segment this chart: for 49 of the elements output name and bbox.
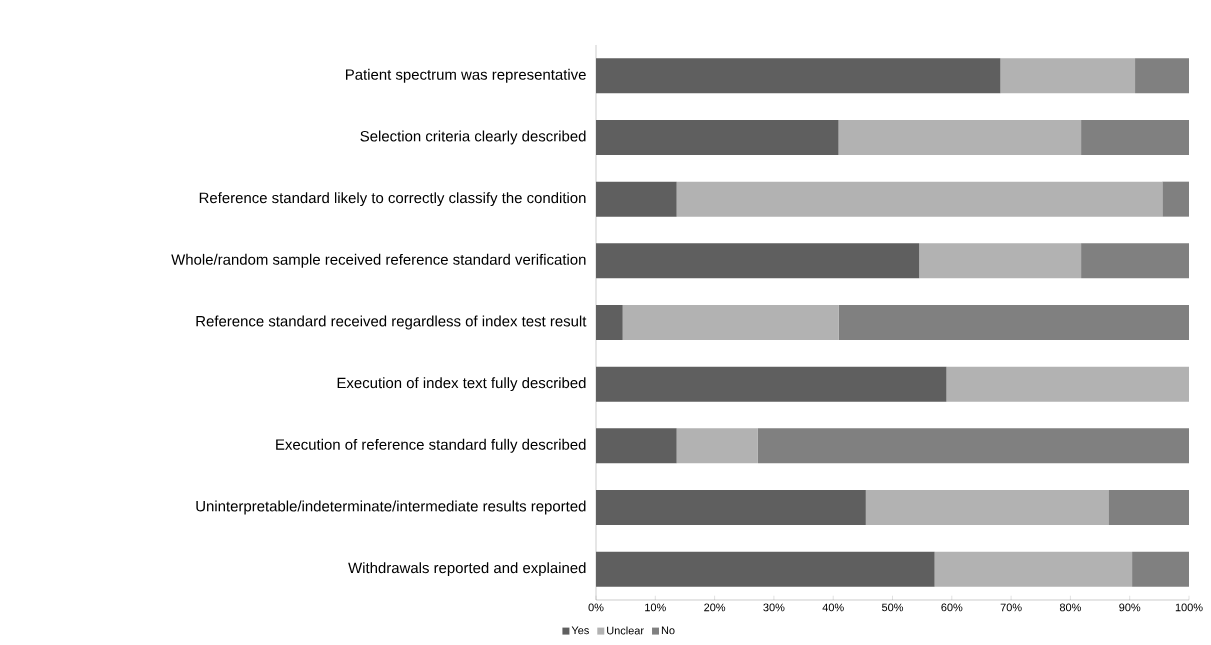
y-tick-label: Reference standard likely to correctly classify the condition <box>199 192 586 207</box>
bar <box>1135 58 1190 94</box>
bar <box>596 58 1001 94</box>
bar <box>596 366 947 402</box>
bar <box>622 304 839 340</box>
y-tick-label: Execution of reference standard fully described <box>276 438 586 453</box>
legend-label: No <box>661 626 675 635</box>
bar <box>1081 120 1190 155</box>
x-tick-label: 30% <box>763 603 785 612</box>
bar <box>757 428 1190 464</box>
bar <box>1000 58 1136 94</box>
bar <box>596 120 839 155</box>
legend-label: Unclear <box>607 626 644 635</box>
y-tick-label: Withdrawals reported and explained <box>348 562 586 577</box>
y-tick-label: Whole/random sample received reference standard verification <box>171 253 586 268</box>
bar <box>596 428 677 464</box>
bar <box>946 366 1190 402</box>
bar <box>676 428 758 464</box>
x-tick-label: 50% <box>881 603 904 612</box>
x-tick-label: 0% <box>588 603 604 612</box>
bar <box>596 551 935 587</box>
y-tick-label: Patient spectrum was representative <box>346 68 586 83</box>
y-tick-label: Reference standard received regardless of index test result <box>196 315 587 330</box>
x-tick-label: 60% <box>941 603 963 612</box>
bar <box>676 181 1163 217</box>
bar <box>596 489 866 525</box>
x-tick-label: 40% <box>822 603 844 612</box>
legend-label: Yes <box>571 626 589 635</box>
bar <box>1081 243 1190 279</box>
x-tick-label: 100% <box>1175 603 1203 612</box>
bar <box>919 243 1082 279</box>
bar <box>596 304 623 340</box>
y-tick-label: Selection criteria clearly described <box>360 130 586 145</box>
bar <box>838 120 1082 155</box>
y-tick-label: Execution of index text fully described <box>337 377 586 392</box>
x-tick-label: 80% <box>1059 603 1081 612</box>
bar <box>1132 551 1190 587</box>
x-tick-label: 20% <box>704 603 726 612</box>
bar <box>865 489 1109 525</box>
bar <box>1162 181 1190 217</box>
x-tick-label: 70% <box>1000 603 1022 612</box>
bar <box>596 181 677 217</box>
y-tick-label: Uninterpretable/indeterminate/intermediate results reported <box>196 500 586 515</box>
bar <box>596 243 920 279</box>
bar <box>934 551 1133 587</box>
bar <box>838 304 1190 340</box>
x-tick-label: 90% <box>1119 603 1141 612</box>
bar <box>1108 489 1190 525</box>
x-tick-label: 10% <box>645 603 666 612</box>
